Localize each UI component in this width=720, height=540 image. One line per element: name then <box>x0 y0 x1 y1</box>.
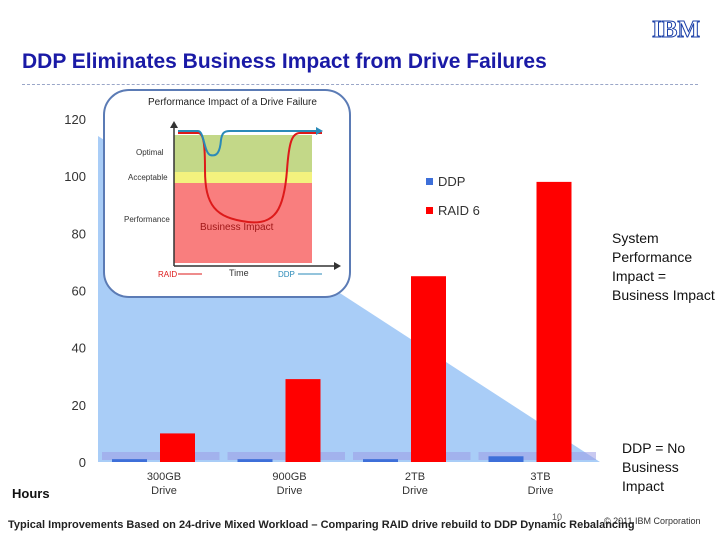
x-tick-label: 3TB <box>530 471 550 483</box>
inset-x-arrow <box>334 262 341 270</box>
x-tick-label: 900GB <box>272 471 306 483</box>
y-tick-label: 100 <box>64 169 86 184</box>
inset-y-arrow <box>170 121 178 128</box>
raid-bar <box>536 181 572 462</box>
system-impact-note: System Performance Impact = Business Imp… <box>612 230 715 303</box>
page-number: 10 <box>552 512 563 522</box>
ddp-note: DDP = No Business Impact <box>622 440 686 494</box>
ddp-bar <box>488 456 524 462</box>
x-tick-label: Drive <box>528 485 554 497</box>
inset-label-business-impact: Business Impact <box>200 222 274 233</box>
raid-bar <box>160 433 195 462</box>
legend-label: DDP <box>438 174 465 189</box>
x-tick-label: Drive <box>277 485 303 497</box>
y-tick-label: 20 <box>72 398 86 413</box>
ddp-bar <box>112 459 147 462</box>
ddp-curve-arrow <box>316 127 323 135</box>
copyright: © 2011 IBM Corporation <box>604 516 701 526</box>
legend-swatch <box>426 178 433 185</box>
inset-label-raid: RAID <box>158 270 178 279</box>
x-tick-label: Drive <box>402 485 428 497</box>
legend-swatch <box>426 207 433 214</box>
ibm-logo: IBM <box>652 17 700 43</box>
x-tick-label: Drive <box>151 485 177 497</box>
y-tick-label: 80 <box>72 226 86 241</box>
raid-bar <box>411 276 446 462</box>
x-tick-label: 300GB <box>147 471 181 483</box>
page-title: DDP Eliminates Business Impact from Driv… <box>22 50 547 73</box>
inset-label-time: Time <box>229 268 249 278</box>
inset-label-performance: Performance <box>124 215 170 224</box>
x-tick-label: 2TB <box>405 471 425 483</box>
impact-band <box>174 183 312 263</box>
y-tick-label: 120 <box>64 112 86 127</box>
footer-note: Typical Improvements Based on 24-drive M… <box>8 519 635 531</box>
raid-bar <box>285 379 321 462</box>
ddp-curve <box>178 130 318 157</box>
ddp-bar <box>363 459 398 462</box>
title-divider <box>22 84 698 85</box>
ddp-bar <box>237 459 273 462</box>
inset-title: Performance Impact of a Drive Failure <box>148 97 317 108</box>
raid-curve <box>178 132 322 224</box>
logo-text: IBM <box>652 17 700 42</box>
y-tick-label: 40 <box>72 341 86 356</box>
hours-label: Hours <box>12 486 50 501</box>
y-tick-label: 60 <box>72 284 86 299</box>
inset-label-acceptable: Acceptable <box>128 173 168 182</box>
inset-label-ddp: DDP <box>278 270 295 279</box>
y-tick-label: 0 <box>79 455 86 470</box>
legend-label: RAID 6 <box>438 203 480 218</box>
acceptable-band <box>174 172 312 183</box>
inset-label-optimal: Optimal <box>136 148 164 157</box>
